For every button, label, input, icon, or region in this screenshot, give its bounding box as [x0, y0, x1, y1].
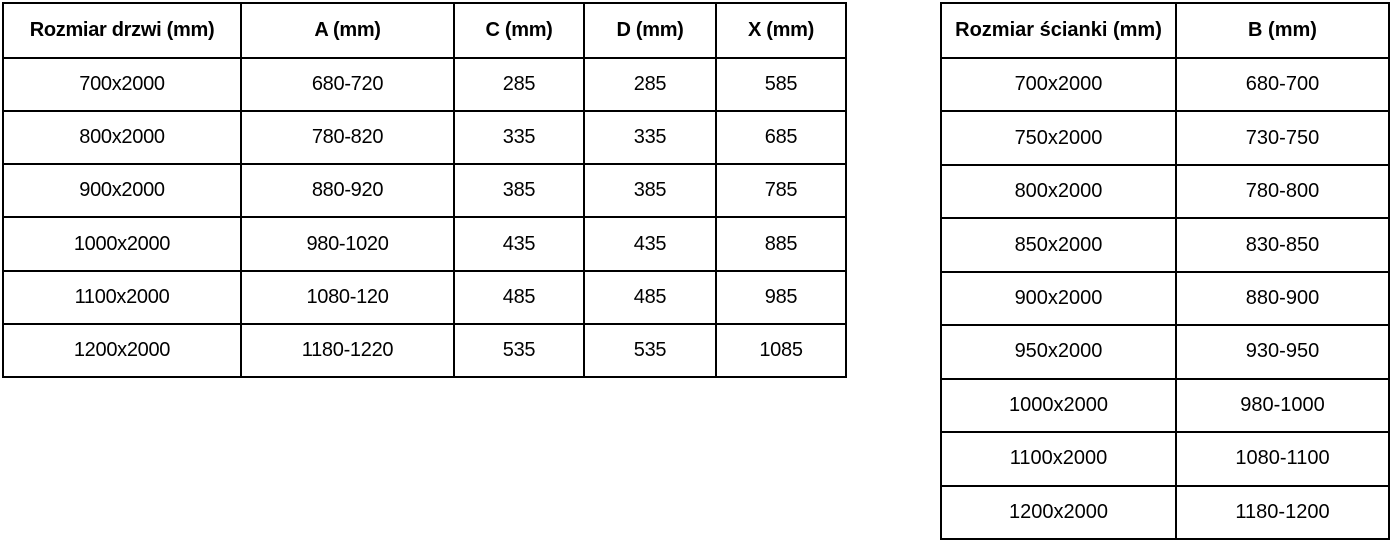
- wall-table-header-size: Rozmiar ścianki (mm): [940, 2, 1177, 59]
- table-cell: 785: [715, 163, 847, 219]
- wall-table-header-row: Rozmiar ścianki (mm) B (mm): [940, 2, 1390, 59]
- table-cell: 830-850: [1175, 217, 1390, 273]
- table-cell: 1180-1220: [240, 322, 455, 379]
- table-cell: 485: [453, 269, 585, 325]
- table-cell: 680-700: [1175, 56, 1390, 113]
- table-cell: 900x2000: [940, 270, 1177, 327]
- table-cell: 435: [583, 216, 717, 272]
- table-cell: 335: [453, 110, 585, 166]
- table-cell: 780-820: [240, 110, 455, 166]
- table-cell: 850x2000: [940, 217, 1177, 273]
- table-row: 1100x2000 1080-1100: [940, 431, 1390, 487]
- table-cell: 950x2000: [940, 324, 1177, 380]
- table-cell: 335: [583, 110, 717, 166]
- table-cell: 900x2000: [2, 163, 242, 219]
- table-cell: 730-750: [1175, 110, 1390, 166]
- table-cell: 750x2000: [940, 110, 1177, 166]
- table-row: 800x2000 780-800: [940, 163, 1390, 220]
- table-cell: 1200x2000: [2, 322, 242, 379]
- table-row: 850x2000 830-850: [940, 217, 1390, 273]
- table-cell: 535: [453, 322, 585, 379]
- table-row: 950x2000 930-950: [940, 324, 1390, 380]
- table-cell: 1000x2000: [940, 377, 1177, 434]
- table-row: 1000x2000 980-1020 435 435 885: [2, 216, 847, 272]
- table-cell: 980-1000: [1175, 377, 1390, 434]
- table-row: 1000x2000 980-1000: [940, 377, 1390, 434]
- table-cell: 1080-120: [240, 269, 455, 325]
- table-cell: 885: [715, 216, 847, 272]
- wall-panel-size-table: Rozmiar ścianki (mm) B (mm) 700x2000 680…: [940, 2, 1390, 540]
- table-cell: 1000x2000: [2, 216, 242, 272]
- door-table-header-x: X (mm): [715, 2, 847, 59]
- table-cell: 780-800: [1175, 163, 1390, 220]
- table-row: 1100x2000 1080-120 485 485 985: [2, 269, 847, 325]
- door-table-header-a: A (mm): [240, 2, 455, 59]
- table-row: 900x2000 880-920 385 385 785: [2, 163, 847, 219]
- table-cell: 880-900: [1175, 270, 1390, 327]
- table-cell: 285: [453, 56, 585, 113]
- table-row: 1200x2000 1180-1200: [940, 484, 1390, 540]
- table-row: 700x2000 680-720 285 285 585: [2, 56, 847, 113]
- table-row: 800x2000 780-820 335 335 685: [2, 110, 847, 166]
- table-row: 900x2000 880-900: [940, 270, 1390, 327]
- table-cell: 800x2000: [2, 110, 242, 166]
- table-cell: 1180-1200: [1175, 484, 1390, 540]
- table-cell: 685: [715, 110, 847, 166]
- table-cell: 980-1020: [240, 216, 455, 272]
- table-cell: 435: [453, 216, 585, 272]
- table-cell: 285: [583, 56, 717, 113]
- table-cell: 880-920: [240, 163, 455, 219]
- table-cell: 385: [583, 163, 717, 219]
- table-cell: 1085: [715, 322, 847, 379]
- door-table-header-d: D (mm): [583, 2, 717, 59]
- wall-table-header-b: B (mm): [1175, 2, 1390, 59]
- table-cell: 985: [715, 269, 847, 325]
- table-row: 1200x2000 1180-1220 535 535 1085: [2, 322, 847, 379]
- door-table-header-size: Rozmiar drzwi (mm): [2, 2, 242, 59]
- table-cell: 485: [583, 269, 717, 325]
- door-table-header-row: Rozmiar drzwi (mm) A (mm) C (mm) D (mm) …: [2, 2, 847, 59]
- table-cell: 930-950: [1175, 324, 1390, 380]
- table-cell: 1100x2000: [940, 431, 1177, 487]
- door-size-table: Rozmiar drzwi (mm) A (mm) C (mm) D (mm) …: [2, 2, 847, 379]
- door-table-header-c: C (mm): [453, 2, 585, 59]
- table-cell: 700x2000: [940, 56, 1177, 113]
- table-cell: 1100x2000: [2, 269, 242, 325]
- table-cell: 585: [715, 56, 847, 113]
- table-cell: 1200x2000: [940, 484, 1177, 540]
- table-cell: 700x2000: [2, 56, 242, 113]
- table-cell: 385: [453, 163, 585, 219]
- table-row: 750x2000 730-750: [940, 110, 1390, 166]
- table-cell: 680-720: [240, 56, 455, 113]
- table-cell: 535: [583, 322, 717, 379]
- table-cell: 1080-1100: [1175, 431, 1390, 487]
- table-cell: 800x2000: [940, 163, 1177, 220]
- table-row: 700x2000 680-700: [940, 56, 1390, 113]
